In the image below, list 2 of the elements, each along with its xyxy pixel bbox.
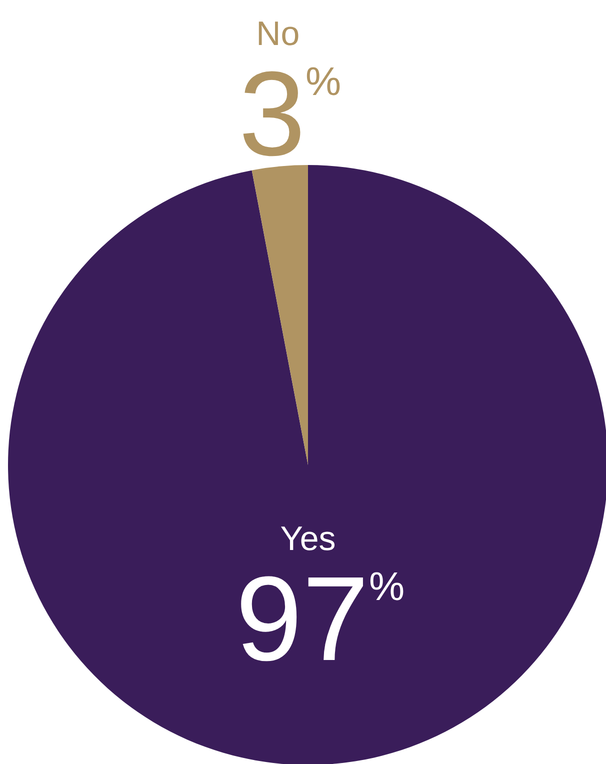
pie-slice	[8, 165, 606, 764]
pie-slice	[252, 165, 308, 465]
